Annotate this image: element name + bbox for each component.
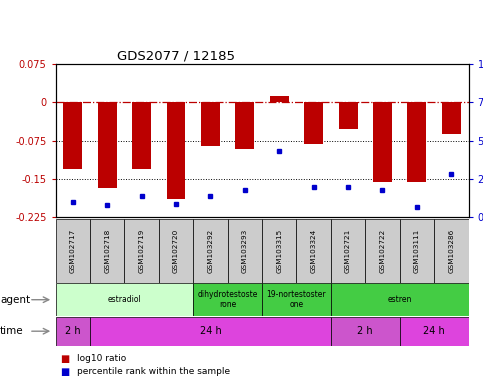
Bar [399, 219, 434, 283]
Bar [201, 102, 220, 146]
Bar [442, 102, 461, 134]
Bar [373, 102, 392, 182]
Bar [167, 102, 185, 199]
Text: GSM103315: GSM103315 [276, 229, 282, 273]
Text: ■: ■ [60, 354, 70, 364]
Text: GDS2077 / 12185: GDS2077 / 12185 [117, 50, 236, 63]
Text: 2 h: 2 h [65, 326, 81, 336]
Bar [297, 219, 331, 283]
Text: GSM103286: GSM103286 [448, 229, 455, 273]
Bar [63, 102, 82, 169]
Text: GSM103111: GSM103111 [414, 229, 420, 273]
Bar [56, 317, 90, 346]
Bar [193, 283, 262, 316]
Bar [98, 102, 116, 188]
Bar [56, 283, 193, 316]
Text: GSM102721: GSM102721 [345, 229, 351, 273]
Text: GSM102719: GSM102719 [139, 229, 144, 273]
Text: GSM103293: GSM103293 [242, 229, 248, 273]
Bar [235, 102, 254, 149]
Text: estren: estren [387, 295, 412, 304]
Bar [227, 219, 262, 283]
Text: time: time [0, 326, 24, 336]
Text: dihydrotestoste
rone: dihydrotestoste rone [198, 290, 258, 310]
Bar [125, 219, 159, 283]
Text: GSM102720: GSM102720 [173, 229, 179, 273]
Bar [339, 102, 357, 129]
Text: percentile rank within the sample: percentile rank within the sample [77, 367, 230, 376]
Text: GSM102722: GSM102722 [380, 229, 385, 273]
Bar [331, 283, 469, 316]
Bar [365, 219, 399, 283]
Bar [434, 219, 469, 283]
Bar [90, 219, 125, 283]
Bar [331, 317, 399, 346]
Text: agent: agent [0, 295, 30, 305]
Bar [270, 96, 289, 102]
Text: GSM103292: GSM103292 [207, 229, 213, 273]
Text: 2 h: 2 h [357, 326, 373, 336]
Text: estradiol: estradiol [108, 295, 141, 304]
Text: 24 h: 24 h [199, 326, 221, 336]
Bar [304, 102, 323, 144]
Bar [56, 219, 90, 283]
Text: GSM103324: GSM103324 [311, 229, 317, 273]
Bar [408, 102, 426, 182]
Bar [262, 283, 331, 316]
Bar [132, 102, 151, 169]
Text: GSM102718: GSM102718 [104, 229, 110, 273]
Text: 24 h: 24 h [423, 326, 445, 336]
Text: 19-nortestoster
one: 19-nortestoster one [267, 290, 326, 310]
Bar [193, 219, 227, 283]
Bar [331, 219, 365, 283]
Bar [90, 317, 331, 346]
Bar [159, 219, 193, 283]
Text: ■: ■ [60, 367, 70, 377]
Text: log10 ratio: log10 ratio [77, 354, 127, 363]
Text: GSM102717: GSM102717 [70, 229, 76, 273]
Bar [399, 317, 469, 346]
Bar [262, 219, 297, 283]
